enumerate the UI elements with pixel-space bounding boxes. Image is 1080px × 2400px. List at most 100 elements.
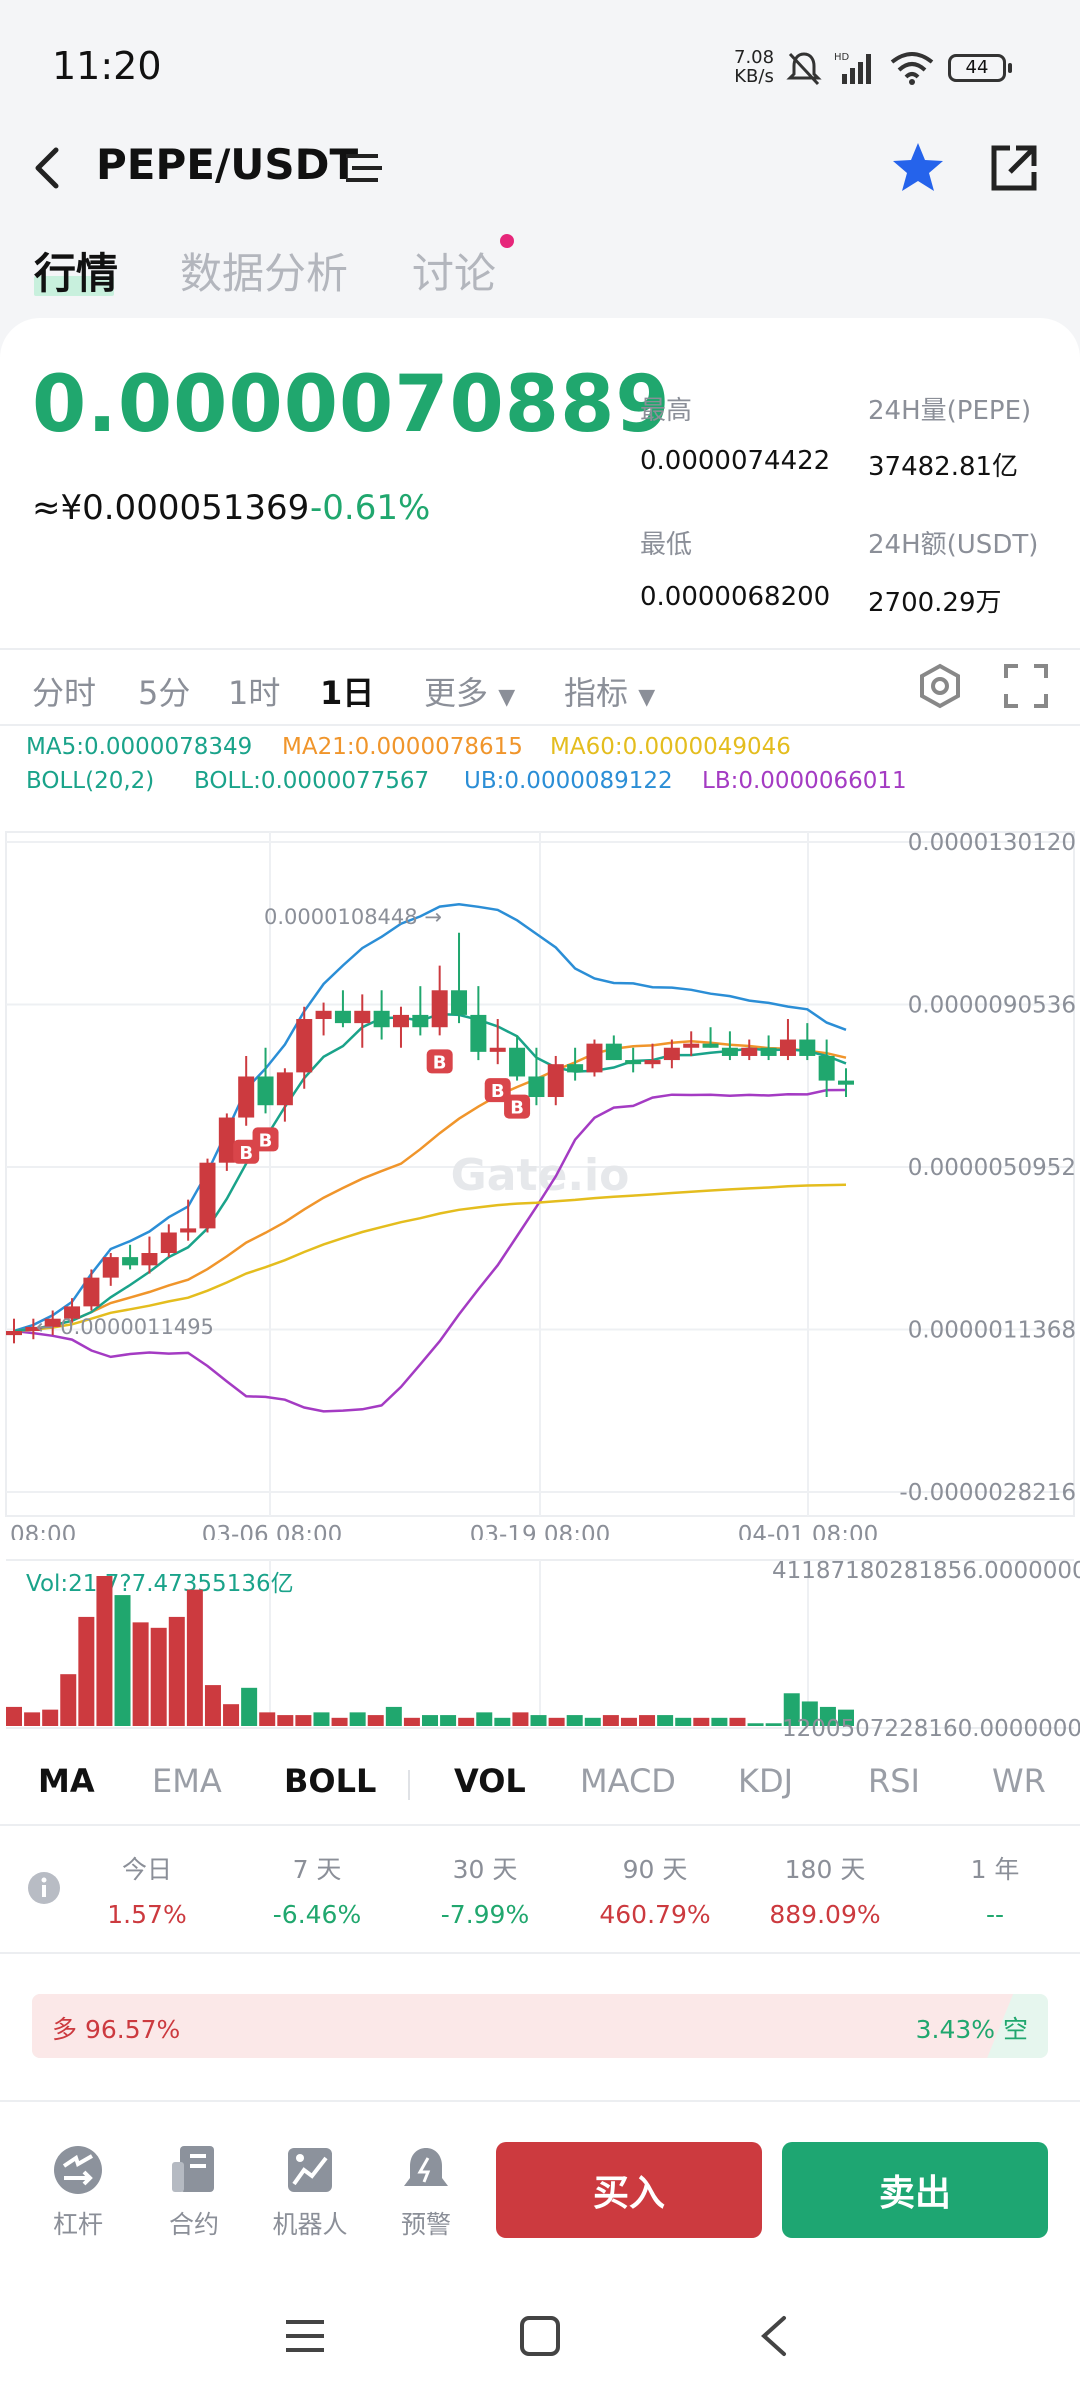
buy-button[interactable]: 买入 [496, 2142, 762, 2238]
alert-label[interactable]: 预警 [400, 2210, 451, 2239]
volume-bar [186, 1589, 203, 1726]
high-price-annotation: 0.0000108448 → [264, 905, 442, 929]
timeframe-1h[interactable]: 1时 [228, 674, 281, 712]
perf-period-1y: 1 年 [970, 1855, 1020, 1884]
indicator-tab-rsi[interactable]: RSI [868, 1762, 920, 1800]
back-icon[interactable] [30, 144, 66, 192]
indicator-tab-ema[interactable]: EMA [152, 1762, 222, 1800]
fullscreen-icon[interactable] [1004, 664, 1048, 708]
buy-marker-label: B [510, 1098, 524, 1119]
candle-body [44, 1318, 61, 1327]
share-icon[interactable] [988, 142, 1040, 194]
indicator-tab-boll[interactable]: BOLL [284, 1762, 377, 1800]
tab-discussion[interactable]: 讨论 [412, 249, 497, 298]
indicator-tab-vol[interactable]: VOL [454, 1762, 526, 1800]
y-axis-label: 0.0000130120 [908, 830, 1076, 856]
timeframe-more[interactable]: 更多 ▼ [424, 668, 515, 714]
candle-body [779, 1039, 796, 1056]
buy-marker [252, 1127, 279, 1152]
high-value: 0.0000074422 [640, 446, 831, 476]
indicator-tab-wr[interactable]: WR [992, 1762, 1046, 1800]
buy-marker-label: B [239, 1143, 253, 1164]
pair-title[interactable]: PEPE/USDT [96, 140, 359, 189]
volume-chart[interactable] [0, 1556, 1080, 1736]
candle-body [122, 1257, 139, 1266]
settings-hexagon-icon[interactable] [916, 662, 964, 710]
favorite-star-icon[interactable] [890, 140, 946, 196]
leverage-label[interactable]: 杠杆 [52, 2210, 103, 2239]
battery-icon: 44 [948, 54, 1006, 82]
candlestick-chart[interactable]: 0.0000130120 0.0000090536 0.0000050952 0.00… [0, 820, 1080, 1540]
volume-bar [78, 1616, 95, 1726]
buy-marker-label: B [433, 1052, 447, 1073]
volume-bar [223, 1704, 240, 1726]
net-speed: 7.08 KB/s [734, 48, 774, 86]
timeframe-1d[interactable]: 1日 [320, 674, 375, 712]
volume-bar [639, 1715, 656, 1726]
buy-marker [484, 1078, 511, 1103]
home-nav-icon[interactable] [518, 2314, 562, 2358]
indicator-tab-kdj[interactable]: KDJ [738, 1762, 794, 1800]
volume-bar [114, 1595, 131, 1726]
divider [0, 2100, 1080, 2102]
contract-label[interactable]: 合约 [168, 2210, 219, 2239]
tab-data-analysis[interactable]: 数据分析 [180, 249, 349, 298]
volume-bar [24, 1712, 41, 1726]
candle-body [6, 1331, 22, 1336]
x-axis-label: 08:00 [10, 1522, 76, 1540]
tab-market[interactable]: 行情 [34, 249, 119, 298]
perf-value-today: 1.57% [107, 1900, 187, 1929]
candle-body [392, 1014, 409, 1028]
info-icon[interactable] [26, 1870, 62, 1906]
volume-bar [530, 1715, 547, 1726]
candle-body [160, 1232, 177, 1254]
back-nav-icon[interactable] [754, 2312, 794, 2360]
volume-bar [566, 1715, 583, 1726]
long-short-ratio-bar: 多 96.57% 3.43% 空 [32, 1994, 1048, 2058]
cny-price: ≈¥0.000051369 [32, 488, 310, 528]
volume-bar [6, 1706, 22, 1726]
robot-label[interactable]: 机器人 [272, 2210, 348, 2239]
volume-bar [675, 1717, 692, 1726]
timeframe-5m[interactable]: 5分 [138, 674, 191, 712]
indicator-tab-macd[interactable]: MACD [580, 1762, 676, 1800]
contract-icon[interactable] [168, 2144, 220, 2196]
candle-body [818, 1055, 835, 1081]
menu-nav-icon[interactable] [284, 2316, 328, 2356]
volume-bar [838, 1709, 854, 1726]
volume-bar [783, 1693, 800, 1726]
volume-legend: Vol:21,7?7.47355136亿 [26, 1571, 294, 1597]
candle-body [605, 1043, 622, 1061]
timeframe-line[interactable]: 分时 [32, 674, 97, 712]
volume-24h-value: 37482.81亿 [868, 452, 1019, 482]
amount-24h-value: 2700.29万 [868, 588, 1002, 618]
indicators-dropdown[interactable]: 指标 ▼ [564, 668, 655, 714]
leverage-icon[interactable] [52, 2144, 104, 2196]
watermark-logo: Gate.io [451, 1150, 630, 1201]
candle-body [838, 1080, 854, 1085]
low-price-annotation: ← 0.0000011495 [36, 1315, 214, 1339]
volume-bar [204, 1685, 221, 1726]
long-ratio-label: 多 96.57% [52, 2015, 181, 2044]
candle-body [567, 1064, 584, 1073]
sell-button[interactable]: 卖出 [782, 2142, 1048, 2238]
mute-bell-icon [786, 52, 822, 86]
candle-body [721, 1047, 738, 1056]
indicator-tab-ma[interactable]: MA [38, 1762, 95, 1800]
buy-marker-label: B [491, 1081, 505, 1102]
low-label: 最低 [640, 530, 693, 560]
volume-bar [584, 1717, 601, 1726]
pair-switch-icon[interactable] [344, 150, 384, 186]
volume-bar [313, 1712, 330, 1726]
system-nav-bar [0, 2276, 1080, 2400]
candle-body [373, 1010, 390, 1028]
candle-body [509, 1047, 526, 1077]
alert-icon[interactable] [400, 2144, 452, 2196]
robot-icon[interactable] [284, 2144, 336, 2196]
candle-body [296, 1019, 313, 1073]
more-label: 更多 [424, 674, 489, 712]
candle-body [625, 1060, 642, 1065]
tab-underline [34, 276, 114, 296]
battery-tip [1008, 63, 1012, 73]
status-time: 11:20 [52, 44, 162, 88]
